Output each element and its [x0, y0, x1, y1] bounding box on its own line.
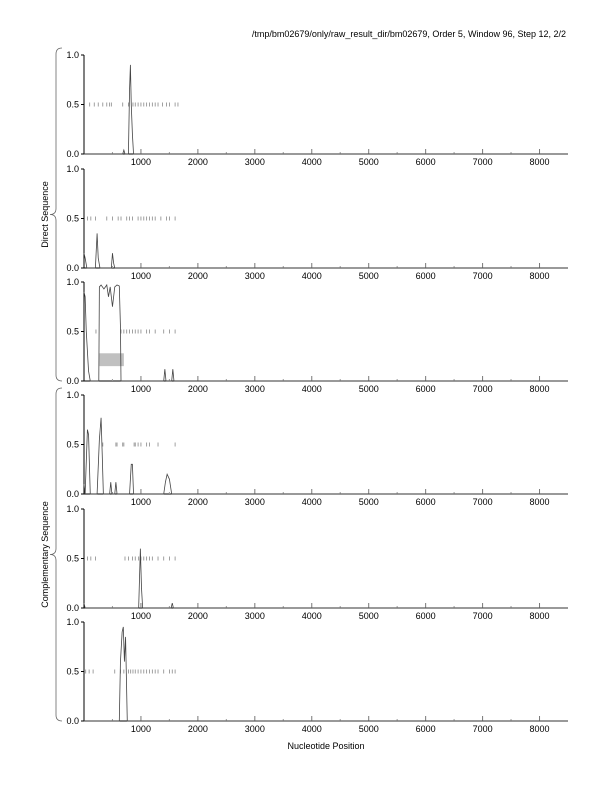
coding-potential-line: [83, 233, 568, 269]
panel-3: 0.0 0.5 1.0 1000 2000 3000 4000 5000 6000 7000 800…: [66, 277, 568, 394]
x-tick-label: 3000: [245, 497, 265, 507]
highlight-region: [99, 353, 124, 367]
x-tick-label: 6000: [416, 611, 436, 621]
x-tick-label: 8000: [530, 611, 550, 621]
x-tick-label: 4000: [302, 724, 322, 734]
y-tick-label: 0.0: [66, 263, 79, 273]
x-tick-label: 1000: [131, 724, 151, 734]
x-tick-label: 5000: [359, 611, 379, 621]
x-tick-label: 6000: [416, 497, 436, 507]
x-tick-label: 5000: [359, 157, 379, 167]
x-tick-label: 3000: [245, 724, 265, 734]
x-tick-label: 2000: [188, 384, 208, 394]
x-tick-label: 2000: [188, 724, 208, 734]
x-tick-label: 4000: [302, 384, 322, 394]
y-tick-label: 0.0: [66, 489, 79, 499]
x-tick-label: 8000: [530, 271, 550, 281]
x-tick-label: 1000: [131, 384, 151, 394]
x-axis-label: Nucleotide Position: [287, 741, 364, 751]
x-tick-label: 4000: [302, 157, 322, 167]
x-tick-label: 4000: [302, 611, 322, 621]
group-label: Complementary Sequence: [40, 501, 50, 608]
x-tick-label: 8000: [530, 724, 550, 734]
x-tick-label: 4000: [302, 497, 322, 507]
y-tick-label: 0.5: [66, 100, 79, 110]
coding-potential-line: [84, 64, 568, 155]
y-tick-label: 0.5: [66, 440, 79, 450]
x-tick-label: 3000: [245, 271, 265, 281]
y-tick-label: 0.0: [66, 603, 79, 613]
coding-potential-line: [83, 417, 568, 495]
panel-6: 0.0 0.5 1.0 1000 2000 3000 4000 5000 6000 7000 800…: [66, 617, 568, 734]
x-tick-label: 2000: [188, 271, 208, 281]
x-tick-label: 6000: [416, 157, 436, 167]
y-tick-label: 1.0: [66, 617, 79, 627]
y-tick-label: 1.0: [66, 164, 79, 174]
x-tick-label: 6000: [416, 271, 436, 281]
x-tick-label: 7000: [473, 384, 493, 394]
x-tick-label: 5000: [359, 384, 379, 394]
x-tick-label: 5000: [359, 497, 379, 507]
x-tick-label: 7000: [473, 271, 493, 281]
y-tick-label: 0.5: [66, 667, 79, 677]
x-tick-label: 1000: [131, 497, 151, 507]
y-tick-label: 1.0: [66, 504, 79, 514]
x-tick-label: 3000: [245, 611, 265, 621]
panel-4: 0.0 0.5 1.0 1000 2000 3000 4000 5000 6000 7000 800…: [66, 390, 568, 507]
x-tick-label: 5000: [359, 724, 379, 734]
y-tick-label: 0.0: [66, 149, 79, 159]
x-tick-label: 7000: [473, 724, 493, 734]
coding-potential-line: [83, 283, 568, 382]
x-tick-label: 5000: [359, 271, 379, 281]
panel-2: 0.0 0.5 1.0 1000 2000 3000 4000 5000 6000 7000 800…: [66, 164, 568, 281]
y-tick-label: 1.0: [66, 50, 79, 60]
y-tick-label: 0.5: [66, 554, 79, 564]
x-tick-label: 3000: [245, 157, 265, 167]
x-tick-label: 7000: [473, 611, 493, 621]
x-tick-label: 1000: [131, 271, 151, 281]
y-tick-label: 0.5: [66, 214, 79, 224]
group-brace: [49, 387, 63, 722]
y-tick-label: 0.0: [66, 376, 79, 386]
group-label: Direct Sequence: [40, 181, 50, 248]
x-tick-label: 1000: [131, 157, 151, 167]
x-tick-label: 2000: [188, 157, 208, 167]
group-brace: [49, 47, 63, 382]
x-tick-label: 8000: [530, 497, 550, 507]
x-tick-label: 7000: [473, 497, 493, 507]
y-tick-label: 1.0: [66, 277, 79, 287]
panel-5: 0.0 0.5 1.0 1000 2000 3000 4000 5000 6000 7000 800…: [66, 504, 568, 621]
x-tick-label: 6000: [416, 724, 436, 734]
panel-1: 0.0 0.5 1.0 1000 2000 3000 4000 5000 6000 7000 800…: [66, 50, 568, 167]
x-tick-label: 4000: [302, 271, 322, 281]
y-tick-label: 0.0: [66, 716, 79, 726]
x-tick-label: 8000: [530, 384, 550, 394]
chart-title: /tmp/bm02679/only/raw_result_dir/bm02679…: [252, 29, 566, 39]
coding-potential-line: [84, 626, 568, 722]
x-tick-label: 3000: [245, 384, 265, 394]
y-tick-label: 0.5: [66, 327, 79, 337]
x-tick-label: 8000: [530, 157, 550, 167]
x-tick-label: 1000: [131, 611, 151, 621]
coding-potential-line: [83, 548, 568, 609]
y-tick-label: 1.0: [66, 390, 79, 400]
x-tick-label: 7000: [473, 157, 493, 167]
x-tick-label: 2000: [188, 611, 208, 621]
x-tick-label: 2000: [188, 497, 208, 507]
x-tick-label: 6000: [416, 384, 436, 394]
